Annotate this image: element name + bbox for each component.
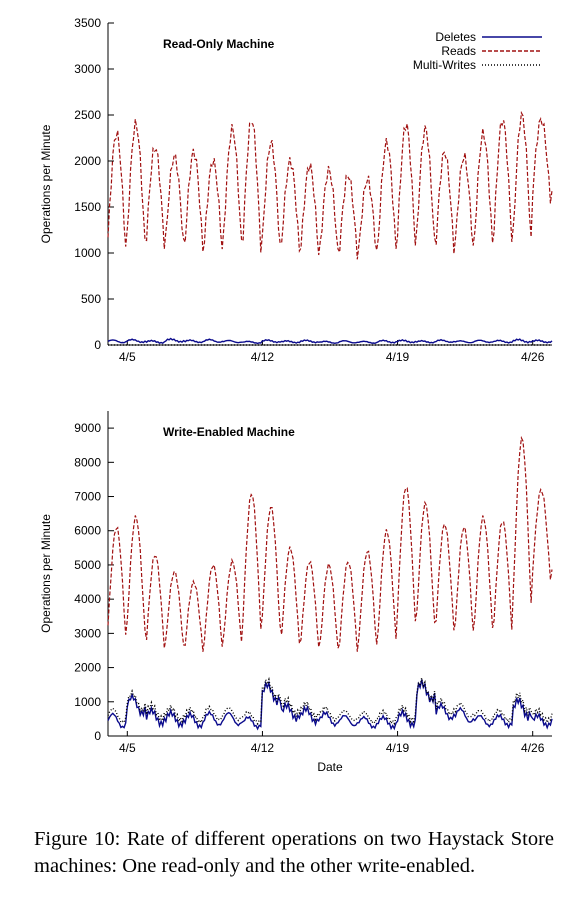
chart1-x-tick-label: 4/19 bbox=[386, 350, 410, 364]
chart2-y-axis-label: Operations per Minute bbox=[39, 514, 53, 633]
chart2-y-tick-label: 9000 bbox=[74, 421, 101, 435]
chart1-y-tick-label: 1500 bbox=[74, 200, 101, 214]
chart2-x-tick-label: 4/19 bbox=[386, 741, 410, 755]
chart2-y-tick-label: 0 bbox=[94, 729, 101, 743]
chart2-y-tick-label: 8000 bbox=[74, 455, 101, 469]
chart1-x-tick-label: 4/26 bbox=[521, 350, 545, 364]
chart2-series-deletes bbox=[107, 679, 553, 731]
chart2-y-tick-label: 1000 bbox=[74, 695, 101, 709]
chart1-title: Read-Only Machine bbox=[163, 37, 275, 51]
chart1-legend-label: Reads bbox=[441, 44, 476, 58]
chart2-y-tick-label: 5000 bbox=[74, 558, 101, 572]
chart1-y-tick-label: 500 bbox=[81, 292, 101, 306]
chart1-series-deletes bbox=[107, 337, 553, 345]
chart1-y-axis-label: Operations per Minute bbox=[39, 124, 53, 243]
chart1-y-tick-label: 0 bbox=[94, 338, 101, 352]
chart1-x-tick-label: 4/12 bbox=[251, 350, 275, 364]
chart1-y-tick-label: 2000 bbox=[74, 154, 101, 168]
chart1-x-tick-label: 4/5 bbox=[119, 350, 136, 364]
chart1-legend-label: Deletes bbox=[435, 30, 476, 44]
chart2-y-tick-label: 7000 bbox=[74, 490, 101, 504]
chart2-y-tick-label: 6000 bbox=[74, 524, 101, 538]
chart1-y-tick-label: 2500 bbox=[74, 108, 101, 122]
chart2-x-tick-label: 4/5 bbox=[119, 741, 136, 755]
chart2-y-tick-label: 4000 bbox=[74, 592, 101, 606]
figure-caption: Figure 10: Rate of different operations … bbox=[34, 828, 554, 877]
chart1-y-tick-label: 3500 bbox=[74, 16, 101, 30]
chart1-y-tick-label: 3000 bbox=[74, 62, 101, 76]
chart1-y-tick-label: 1000 bbox=[74, 246, 101, 260]
figure: 0 500 1000 1500 2000 2500 3000 3500 4/5 4/12 4/19 4… bbox=[39, 16, 553, 774]
chart2-x-tick-label: 4/26 bbox=[521, 741, 545, 755]
chart2-x-tick-label: 4/12 bbox=[251, 741, 275, 755]
chart2-series-multi-writes bbox=[107, 676, 553, 726]
chart1-legend-label: Multi-Writes bbox=[413, 58, 476, 72]
chart2-title: Write-Enabled Machine bbox=[163, 425, 295, 439]
chart1-series-reads bbox=[107, 110, 553, 260]
chart2-y-tick-label: 3000 bbox=[74, 626, 101, 640]
chart2-series-reads bbox=[107, 435, 553, 652]
chart2-y-tick-label: 2000 bbox=[74, 661, 101, 675]
chart2-x-axis-label: Date bbox=[317, 760, 343, 774]
